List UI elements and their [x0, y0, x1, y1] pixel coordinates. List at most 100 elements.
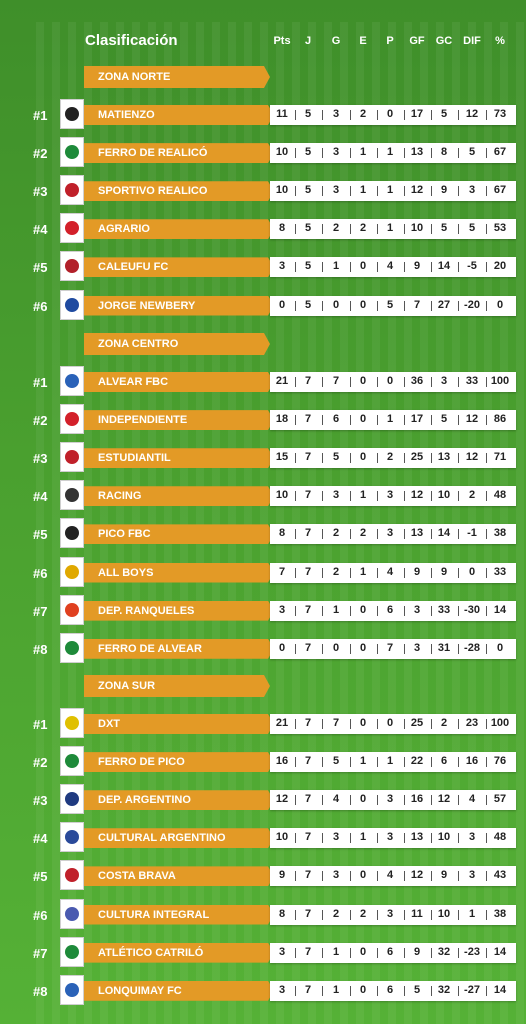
stat-divider [322, 871, 323, 882]
stat-divider [350, 148, 351, 159]
stat-gc: 10 [437, 489, 451, 502]
crest-shape [65, 640, 79, 655]
stat-g: 2 [332, 565, 340, 578]
crest-shape [65, 412, 79, 427]
crest-shape [65, 906, 79, 921]
stat-pts: 7 [278, 565, 286, 578]
stat-divider [295, 529, 296, 540]
stat-j: 7 [304, 375, 312, 387]
stat-divider [322, 529, 323, 540]
stat-divider [486, 224, 487, 235]
stat-divider [377, 719, 378, 729]
stat-divider [458, 719, 459, 729]
stat-j: 7 [304, 831, 312, 844]
stat-divider [458, 795, 459, 806]
stat-divider [295, 453, 296, 464]
crest-shape [65, 792, 79, 807]
team-stats: 3 5 1 0 4 9 14 -5 20 [270, 257, 516, 278]
stat-gc: 3 [440, 375, 448, 387]
team-crest-icon [60, 518, 84, 549]
stat-divider [431, 148, 432, 159]
stat-p: 1 [386, 755, 394, 768]
stat-gf: 9 [413, 565, 421, 578]
stat-e: 1 [359, 184, 367, 197]
team-name: COSTA BRAVA [84, 866, 274, 887]
stat-dif: 12 [465, 451, 479, 464]
stat-divider [377, 529, 378, 540]
stat-divider [377, 795, 378, 806]
stat-pct: 0 [496, 298, 504, 311]
stat-p: 1 [386, 413, 394, 426]
stat-divider [431, 300, 432, 311]
stat-e: 0 [359, 375, 367, 387]
team-crest-icon [60, 137, 84, 168]
stat-g: 3 [332, 184, 340, 197]
crest-shape [65, 183, 79, 198]
stat-divider [350, 186, 351, 197]
stat-divider [377, 947, 378, 958]
stat-pct: 38 [493, 527, 507, 540]
stat-dif: 4 [468, 793, 476, 806]
stat-dif: -28 [464, 641, 480, 654]
team-stats: 3 7 1 0 6 3 33 -30 14 [270, 600, 516, 621]
stat-pts: 16 [275, 755, 289, 768]
table-row: #1 DXT 21 7 7 0 0 25 2 23 100 [0, 708, 526, 738]
table-row: #3 SPORTIVO REALICO 10 5 3 1 1 12 9 3 67 [0, 175, 526, 206]
team-name: ESTUDIANTIL [84, 448, 274, 469]
stat-divider [295, 567, 296, 578]
stat-e: 1 [359, 146, 367, 159]
crest-shape [65, 716, 79, 730]
team-stats: 0 5 0 0 5 7 27 -20 0 [270, 295, 516, 316]
stat-pts: 3 [278, 603, 286, 616]
stat-divider [295, 757, 296, 768]
stat-j: 5 [304, 222, 312, 235]
stat-divider [486, 529, 487, 540]
col-header-p: P [386, 35, 394, 47]
stat-divider [431, 453, 432, 464]
crest-shape [65, 145, 79, 160]
team-rank: #5 [33, 527, 48, 543]
table-row: #4 RACING 10 7 3 1 3 12 10 2 48 [0, 480, 526, 511]
stat-j: 5 [304, 108, 312, 120]
team-crest-icon [60, 860, 84, 891]
team-crest-icon [60, 175, 84, 206]
team-rank: #3 [33, 793, 48, 809]
team-stats: 11 5 3 2 0 17 5 12 73 [270, 105, 516, 125]
stat-gf: 7 [413, 298, 421, 311]
team-name: LONQUIMAY FC [84, 980, 274, 1001]
stat-divider [486, 947, 487, 958]
stat-p: 3 [386, 907, 394, 920]
team-rank: #1 [33, 717, 48, 732]
stat-divider [404, 757, 405, 768]
table-row: #4 AGRARIO 8 5 2 2 1 10 5 5 53 [0, 213, 526, 244]
team-rank: #1 [33, 108, 48, 123]
stat-divider [322, 491, 323, 502]
stat-pct: 14 [493, 983, 507, 996]
stat-j: 7 [304, 451, 312, 464]
stat-g: 1 [332, 945, 340, 958]
stat-gf: 13 [410, 146, 424, 159]
team-rank: #5 [33, 869, 48, 885]
stat-dif: -23 [464, 945, 480, 958]
stat-divider [404, 643, 405, 654]
stat-e: 0 [359, 641, 367, 654]
stat-divider [458, 871, 459, 882]
team-rank: #7 [33, 945, 48, 961]
stat-divider [322, 224, 323, 235]
stat-e: 2 [359, 222, 367, 235]
col-header-dif: DIF [463, 35, 481, 47]
stat-divider [350, 947, 351, 958]
stat-divider [295, 643, 296, 654]
crest-shape [65, 259, 79, 274]
stat-j: 7 [304, 869, 312, 882]
stat-dif: 5 [468, 146, 476, 159]
stat-divider [350, 643, 351, 654]
stat-e: 0 [359, 945, 367, 958]
stat-divider [431, 529, 432, 540]
team-crest-icon [60, 366, 84, 396]
stat-divider [431, 377, 432, 387]
stat-divider [404, 567, 405, 578]
table-row: #8 LONQUIMAY FC 3 7 1 0 6 5 32 -27 14 [0, 974, 526, 1005]
stat-e: 0 [359, 413, 367, 426]
table-row: #6 ALL BOYS 7 7 2 1 4 9 9 0 33 [0, 556, 526, 587]
